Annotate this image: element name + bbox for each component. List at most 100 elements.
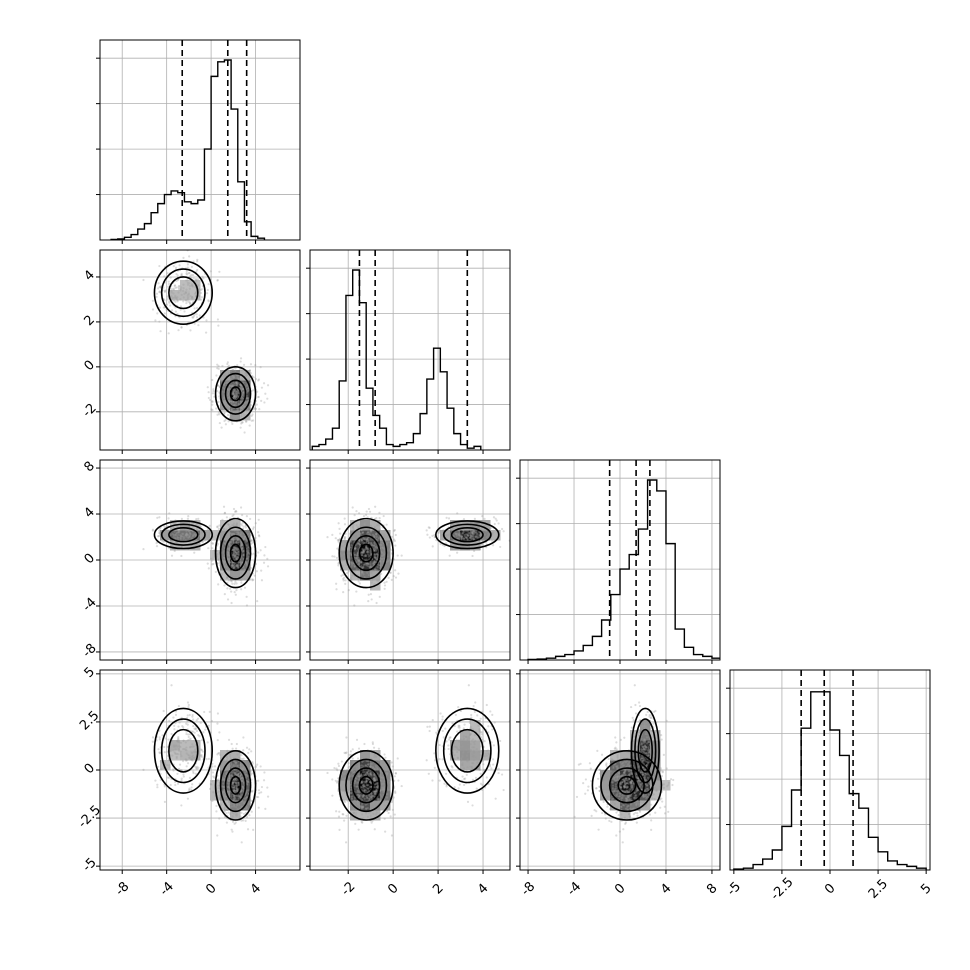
sample-point — [260, 579, 264, 582]
sample-point — [362, 515, 366, 518]
sample-point — [355, 791, 359, 794]
sample-point — [465, 769, 468, 772]
sample-point — [240, 543, 243, 546]
sample-point — [248, 814, 251, 817]
sample-point — [643, 747, 646, 750]
sample-point — [228, 532, 231, 535]
density-cell — [640, 790, 651, 801]
sample-point — [177, 536, 180, 539]
sample-point — [462, 739, 465, 742]
contour-0-3 — [435, 520, 500, 550]
sample-point — [254, 765, 258, 768]
sample-point — [245, 420, 248, 423]
sample-point — [211, 542, 214, 545]
sample-point — [621, 794, 624, 797]
sample-point — [346, 799, 349, 802]
sample-point — [355, 558, 359, 561]
sample-point — [231, 384, 234, 387]
sample-point — [236, 753, 239, 756]
sample-point — [368, 773, 371, 776]
sample-point — [240, 581, 243, 584]
sample-point — [207, 547, 210, 550]
sample-point — [393, 529, 396, 532]
sample-point — [356, 800, 359, 803]
sample-point — [240, 543, 243, 547]
sample-point — [376, 785, 379, 788]
sample-point — [626, 759, 629, 763]
sample-point — [218, 524, 221, 527]
sample-point — [385, 535, 389, 538]
sample-point — [187, 272, 190, 275]
sample-point — [354, 822, 357, 825]
sample-point — [235, 384, 239, 387]
sample-point — [373, 768, 376, 771]
sample-point — [335, 556, 339, 559]
sample-point — [229, 400, 232, 403]
sample-point — [232, 394, 236, 397]
sample-point — [217, 558, 220, 562]
sample-point — [356, 556, 359, 559]
sample-point — [393, 813, 396, 816]
sample-point — [370, 796, 373, 799]
sample-point — [368, 786, 371, 789]
density-cell — [650, 730, 661, 741]
sample-point — [369, 771, 372, 774]
sample-point — [240, 754, 243, 757]
sample-point — [231, 573, 234, 576]
sample-point — [163, 745, 166, 749]
sample-point — [251, 762, 254, 765]
sample-point — [235, 742, 238, 746]
sample-point — [189, 745, 192, 748]
sample-point — [392, 796, 395, 799]
sample-point — [386, 539, 389, 542]
sample-point — [232, 392, 235, 395]
sample-point — [354, 814, 357, 817]
sample-point — [392, 574, 395, 578]
sample-point — [177, 278, 180, 282]
sample-point — [234, 772, 237, 775]
sample-point — [365, 777, 368, 780]
sample-point — [216, 739, 219, 742]
sample-point — [390, 778, 393, 781]
sample-point — [344, 536, 347, 539]
sample-point — [353, 811, 356, 815]
sample-point — [366, 772, 369, 776]
sample-point — [166, 745, 169, 748]
sample-point — [233, 796, 236, 799]
sample-point — [228, 414, 232, 417]
sample-point — [359, 797, 362, 800]
sample-point — [376, 783, 379, 786]
sample-point — [254, 407, 257, 410]
sample-point — [231, 784, 235, 787]
sample-point — [175, 272, 178, 276]
sample-point — [382, 786, 385, 789]
sample-point — [217, 787, 220, 790]
sample-point — [247, 751, 250, 754]
sample-point — [367, 769, 370, 772]
sample-point — [360, 560, 363, 564]
density-cell — [220, 770, 231, 781]
sample-point — [222, 793, 226, 796]
sample-point — [364, 788, 368, 792]
sample-point — [378, 750, 381, 753]
sample-point — [369, 796, 372, 799]
sample-point — [158, 751, 161, 754]
sample-point — [236, 382, 239, 385]
sample-point — [372, 790, 376, 793]
sample-point — [363, 549, 366, 553]
sample-point — [350, 797, 353, 800]
sample-point — [369, 566, 372, 569]
sample-point — [631, 807, 635, 810]
sample-point — [241, 785, 244, 788]
sample-point — [353, 565, 356, 568]
density-cell — [350, 800, 361, 811]
sample-point — [186, 701, 190, 704]
sample-point — [216, 363, 219, 366]
panel-frame — [309, 249, 511, 451]
sample-point — [235, 786, 238, 789]
sample-point — [373, 779, 376, 782]
sample-point — [251, 579, 254, 582]
sample-point — [348, 785, 351, 788]
sample-point — [488, 753, 491, 756]
sample-point — [234, 555, 237, 558]
